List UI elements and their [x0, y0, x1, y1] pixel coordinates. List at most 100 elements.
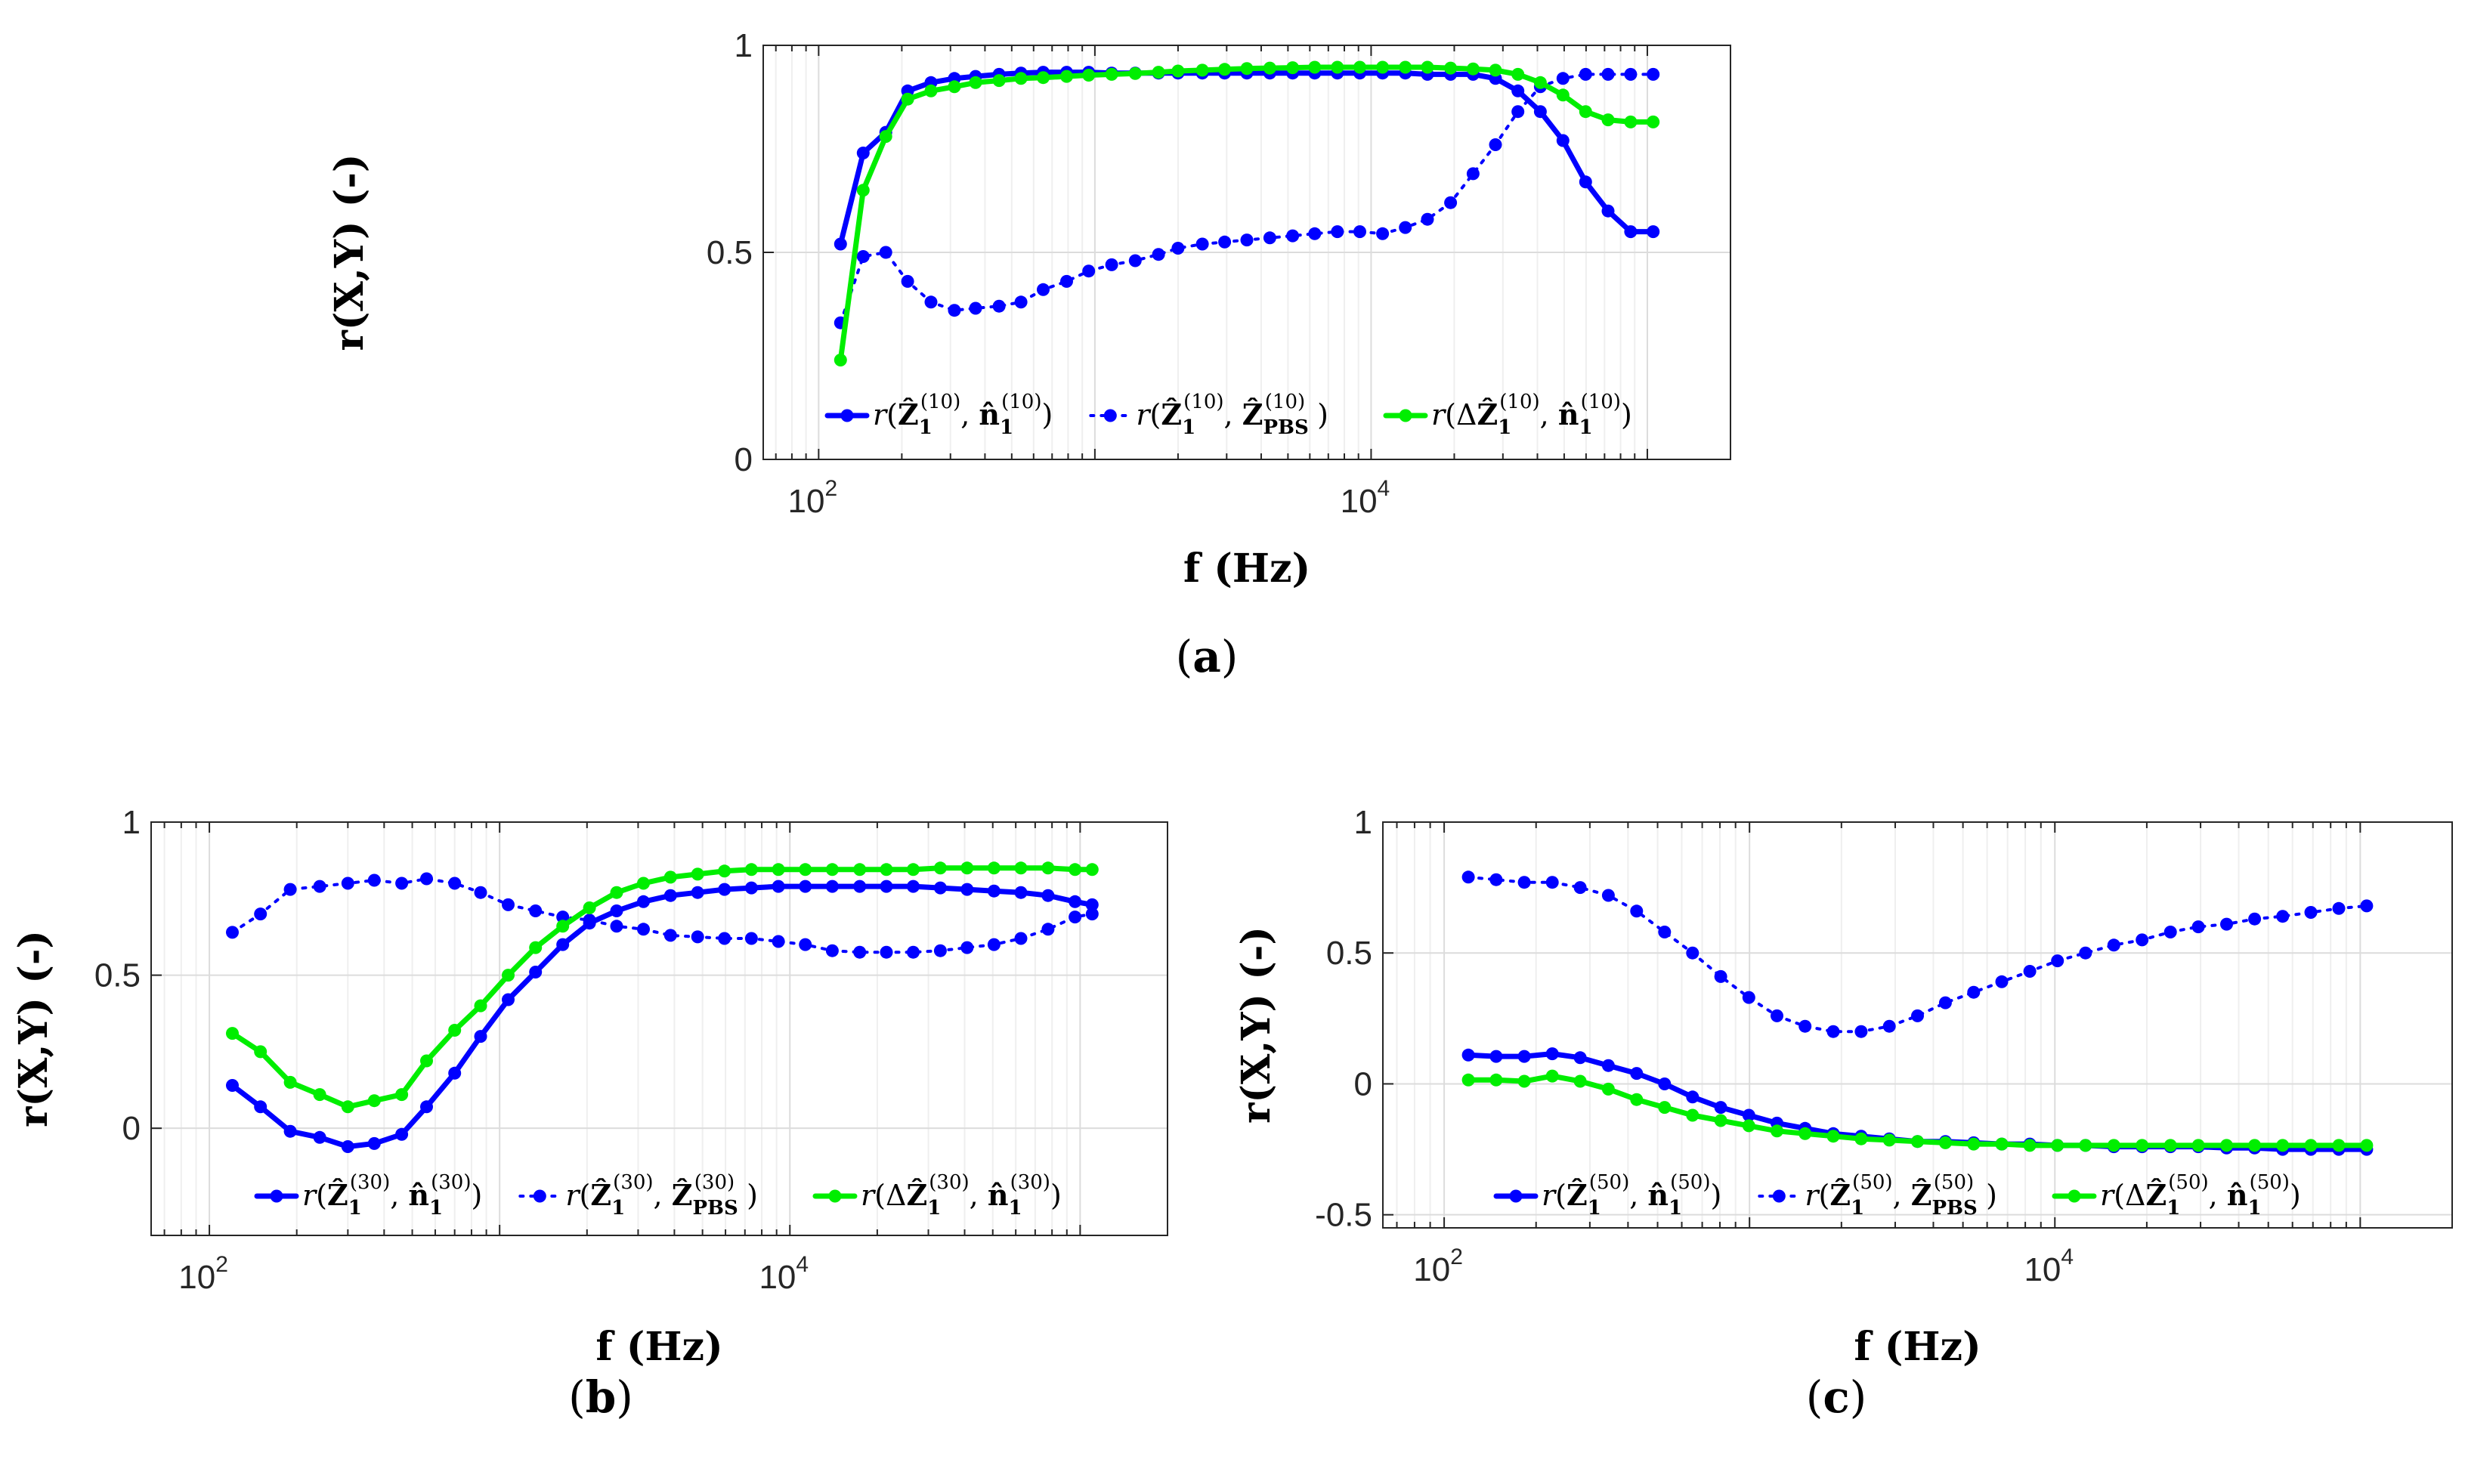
- data-point: [1085, 907, 1099, 921]
- data-point: [1444, 196, 1458, 209]
- data-point: [556, 910, 570, 924]
- legend-entry-1: r(Ẑ1(10), n̂1(10)): [824, 391, 1053, 439]
- data-point: [948, 304, 961, 317]
- legend-label: r(Ẑ1(10), n̂1(10)): [873, 391, 1053, 439]
- data-point: [1171, 64, 1185, 78]
- data-point: [1545, 1047, 1559, 1061]
- data-point: [987, 938, 1001, 951]
- data-point: [1376, 227, 1390, 240]
- data-point: [2276, 910, 2290, 923]
- legend: r(Ẑ1(50), n̂1(50)) r(Ẑ1(50), ẐPBS(50)) r(Δ…: [1493, 1171, 2301, 1220]
- data-point: [1461, 870, 1475, 884]
- y-tick-label: 0.5: [707, 234, 753, 271]
- data-point: [1938, 1136, 1952, 1149]
- data-point: [933, 861, 947, 875]
- data-point: [1240, 233, 1254, 247]
- data-point: [1686, 1108, 1700, 1122]
- data-point: [948, 80, 961, 94]
- data-point: [1826, 1130, 1840, 1143]
- series-2: [834, 67, 1660, 329]
- data-point: [1624, 115, 1638, 128]
- data-point: [825, 944, 839, 957]
- data-point: [1489, 63, 1502, 77]
- data-point: [1399, 60, 1412, 74]
- data-point: [834, 354, 847, 366]
- data-point: [1601, 204, 1615, 218]
- data-point: [1995, 975, 2009, 988]
- data-point: [637, 895, 650, 908]
- data-point: [448, 1024, 462, 1037]
- data-point: [772, 863, 785, 876]
- data-point: [1938, 996, 1952, 1009]
- data-point: [341, 1140, 354, 1153]
- data-point: [960, 883, 974, 896]
- data-point: [799, 880, 812, 893]
- legend-label: r(Ẑ1(30), n̂1(30)): [302, 1171, 482, 1220]
- data-point: [1854, 1025, 1868, 1038]
- data-point: [880, 880, 893, 893]
- data-point: [1308, 60, 1322, 74]
- legend-marker: [840, 409, 854, 422]
- series-2: [1461, 870, 2374, 1038]
- data-point: [1511, 67, 1525, 81]
- data-point: [1882, 1133, 1896, 1147]
- data-point: [1601, 67, 1615, 81]
- data-point: [254, 907, 268, 921]
- data-point: [1556, 88, 1570, 102]
- data-point: [1331, 60, 1344, 74]
- data-point: [1742, 991, 1755, 1004]
- data-point: [1647, 115, 1660, 128]
- data-point: [1353, 60, 1366, 74]
- data-point: [1308, 227, 1322, 240]
- data-point: [474, 1030, 487, 1043]
- data-point: [1658, 926, 1672, 938]
- data-point: [2023, 1139, 2037, 1152]
- data-point: [1573, 1051, 1587, 1065]
- data-point: [420, 1100, 433, 1114]
- data-point: [1714, 969, 1727, 983]
- panel-label-c: (c): [1805, 1371, 1867, 1423]
- legend-marker: [828, 1189, 842, 1203]
- data-point: [718, 883, 731, 896]
- data-point: [2191, 920, 2205, 934]
- y-tick-label: 0.5: [1326, 935, 1372, 972]
- data-point: [744, 863, 758, 876]
- legend-entry-1: r(Ẑ1(50), n̂1(50)): [1493, 1171, 1721, 1220]
- data-point: [1579, 175, 1592, 189]
- series-line: [1467, 875, 2368, 1034]
- data-point: [474, 886, 487, 899]
- data-point: [1331, 225, 1344, 239]
- data-point: [907, 945, 920, 959]
- data-point: [2023, 965, 2037, 978]
- data-point: [691, 886, 704, 899]
- x-tick-label: 104: [759, 1252, 809, 1296]
- data-point: [2163, 1139, 2177, 1152]
- x-tick-label: 102: [788, 476, 838, 520]
- y-tick-label: 0.5: [94, 957, 141, 994]
- data-point: [834, 237, 847, 251]
- data-point: [395, 1088, 409, 1102]
- data-point: [1798, 1019, 1812, 1033]
- data-point: [1601, 889, 1615, 902]
- data-point: [502, 898, 515, 911]
- data-point: [1060, 274, 1073, 288]
- data-point: [1069, 895, 1082, 908]
- data-point: [1630, 1067, 1644, 1081]
- legend-entry-2: r(Ẑ1(50), ẐPBS(50)): [1758, 1171, 1997, 1220]
- data-point: [367, 1094, 381, 1108]
- data-point: [1826, 1025, 1840, 1038]
- data-point: [529, 966, 543, 979]
- data-point: [853, 945, 867, 959]
- data-point: [2304, 906, 2318, 919]
- data-point: [1037, 71, 1050, 85]
- data-point: [1489, 873, 1503, 886]
- data-point: [1630, 1093, 1644, 1106]
- data-point: [2276, 1139, 2290, 1152]
- data-point: [1128, 254, 1142, 267]
- legend-marker: [2068, 1189, 2081, 1203]
- data-point: [395, 1127, 409, 1141]
- data-point: [1742, 1108, 1755, 1122]
- data-point: [341, 1100, 354, 1114]
- data-point: [610, 886, 623, 899]
- data-point: [2107, 1139, 2120, 1152]
